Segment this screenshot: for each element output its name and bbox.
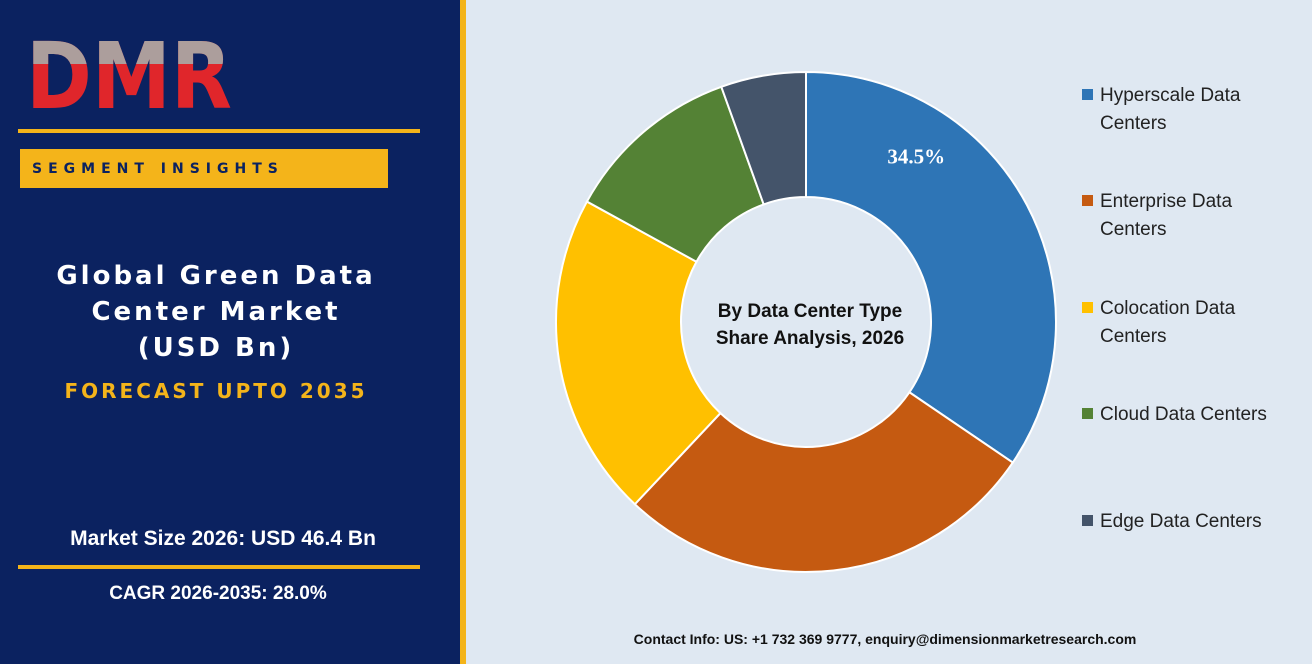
legend-label-edge: Edge Data Centers <box>1100 511 1262 532</box>
divider-strip <box>460 0 466 664</box>
gold-divider-bottom <box>18 565 420 569</box>
report-title-line-2: Center Market <box>91 297 341 327</box>
cagr: CAGR 2026-2035: 28.0% <box>109 583 327 604</box>
logo-shade <box>26 34 232 64</box>
donut-slice-colocation <box>555 200 722 506</box>
chart-center-line-1: By Data Center Type <box>717 301 903 322</box>
gold-divider-top <box>18 129 420 133</box>
report-title-line-3: (USD Bn) <box>137 333 295 363</box>
report-title: Global Green Data Center Market (USD Bn) <box>0 258 432 366</box>
legend-item-hyperscale: Hyperscale Data Centers <box>1082 82 1300 138</box>
donut-slice-hyperscale <box>805 70 1057 464</box>
contact-info: Contact Info: US: +1 732 369 9777, enqui… <box>633 631 1137 647</box>
legend-item-colocation: Colocation Data Centers <box>1082 295 1300 351</box>
chart-legend: Hyperscale Data Centers Enterprise Data … <box>1082 0 1307 664</box>
legend-swatch-hyperscale <box>1082 89 1093 100</box>
dmr-logo: DMR DMR <box>26 34 232 118</box>
forecast-label: FORECAST UPTO 2035 <box>64 379 368 403</box>
donut-slice-enterprise <box>633 390 1015 573</box>
report-title-line-1: Global Green Data <box>56 261 376 291</box>
legend-item-enterprise: Enterprise Data Centers <box>1082 188 1300 244</box>
legend-swatch-colocation <box>1082 302 1093 313</box>
legend-label-hyperscale: Hyperscale Data Centers <box>1100 85 1241 134</box>
chart-center-label: By Data Center Type Share Analysis, 2026 <box>690 298 930 352</box>
chart-center-line-2: Share Analysis, 2026 <box>715 328 905 349</box>
legend-swatch-edge <box>1082 515 1093 526</box>
legend-item-cloud: Cloud Data Centers <box>1082 401 1300 429</box>
segment-insights-banner: SEGMENT INSIGHTS <box>20 149 388 188</box>
segment-insights-label: SEGMENT INSIGHTS <box>32 160 284 177</box>
legend-item-edge: Edge Data Centers <box>1082 508 1300 536</box>
legend-swatch-cloud <box>1082 408 1093 419</box>
legend-label-colocation: Colocation Data Centers <box>1100 298 1236 347</box>
donut-slice-edge <box>720 70 807 206</box>
data-label-hyperscale: 34.5% <box>887 145 945 169</box>
legend-label-enterprise: Enterprise Data Centers <box>1100 191 1233 240</box>
market-size: Market Size 2026: USD 46.4 Bn <box>70 527 376 550</box>
legend-swatch-enterprise <box>1082 195 1093 206</box>
legend-label-cloud: Cloud Data Centers <box>1100 404 1267 425</box>
left-panel <box>0 0 460 664</box>
donut-chart: 34.5% <box>555 70 1057 573</box>
